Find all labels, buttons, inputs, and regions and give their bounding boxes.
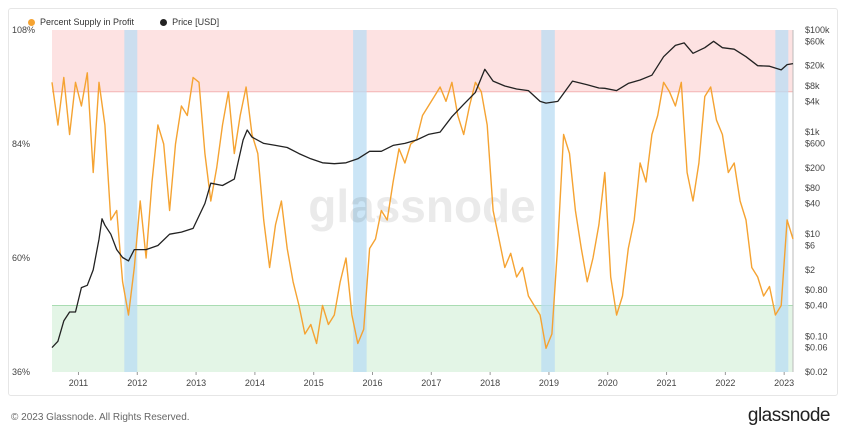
right-tick-label: $8k <box>805 81 820 91</box>
x-tick-label: 2017 <box>421 378 441 388</box>
right-tick-label: $0.80 <box>805 285 828 295</box>
highlight-period-2 <box>541 30 555 372</box>
right-tick-label: $20k <box>805 61 825 71</box>
right-tick-label: $0.40 <box>805 301 828 311</box>
legend-label-price: Price [USD] <box>172 17 220 27</box>
x-tick-label: 2022 <box>715 378 735 388</box>
legend: Percent Supply in Profit Price [USD] <box>28 17 219 27</box>
highlight-layer <box>124 30 789 372</box>
highlight-period-3 <box>775 30 789 372</box>
x-tick-label: 2015 <box>304 378 324 388</box>
legend-dot-supply <box>28 18 35 26</box>
x-tick-label: 2014 <box>245 378 265 388</box>
right-tick-label: $10 <box>805 229 820 239</box>
right-tick-label: $200 <box>805 163 825 173</box>
x-tick-label: 2023 <box>774 378 794 388</box>
x-tick-label: 2021 <box>657 378 677 388</box>
footer-logo: glassnode <box>747 405 831 426</box>
x-tick-label: 2013 <box>186 378 206 388</box>
x-tick-label: 2020 <box>598 378 618 388</box>
left-tick-label: 108% <box>12 25 35 35</box>
x-axis-ticks: 2011 2012 2013 2014 2015 2016 2017 2018 2019 2020… <box>69 372 794 388</box>
legend-item-price[interactable]: Price [USD] <box>160 17 219 27</box>
x-tick-label: 2012 <box>127 378 147 388</box>
footer-copyright: © 2023 Glassnode. All Rights Reserved. <box>11 412 190 423</box>
right-tick-label: $40 <box>805 198 820 208</box>
watermark: glassnode <box>308 180 536 232</box>
highlight-period-1 <box>353 30 367 372</box>
x-tick-label: 2016 <box>362 378 382 388</box>
right-tick-label: $600 <box>805 138 825 148</box>
x-tick-label: 2019 <box>539 378 559 388</box>
right-axis-ticks: $0.02 $0.06 $0.10 $0.40 $0.80 $2 $6 $10 $40 $80 $2… <box>805 25 830 377</box>
right-tick-label: $0.02 <box>805 367 828 377</box>
left-tick-label: 36% <box>12 367 30 377</box>
bands-layer <box>52 30 793 372</box>
right-tick-label: $1k <box>805 127 820 137</box>
right-tick-label: $80 <box>805 183 820 193</box>
right-tick-label: $60k <box>805 36 825 46</box>
left-axis-ticks: 36% 60% 84% 108% <box>12 25 35 377</box>
band-high <box>52 30 793 92</box>
x-tick-label: 2011 <box>69 378 88 388</box>
legend-item-supply[interactable]: Percent Supply in Profit <box>28 17 134 27</box>
series-line-supply <box>51 72 794 349</box>
series-layer <box>51 40 794 349</box>
right-tick-label: $2 <box>805 265 815 275</box>
right-tick-label: $4k <box>805 96 820 106</box>
band-low <box>52 305 793 372</box>
left-tick-label: 60% <box>12 253 30 263</box>
right-tick-label: $0.10 <box>805 331 828 341</box>
series-line-price <box>51 40 794 349</box>
right-tick-label: $6 <box>805 241 815 251</box>
legend-dot-price <box>160 18 168 26</box>
right-tick-label: $0.06 <box>805 343 828 353</box>
left-tick-label: 84% <box>12 139 30 149</box>
legend-label-supply: Percent Supply in Profit <box>40 17 135 27</box>
highlight-period-0 <box>124 30 138 372</box>
right-tick-label: $100k <box>805 25 830 35</box>
x-tick-label: 2018 <box>480 378 500 388</box>
